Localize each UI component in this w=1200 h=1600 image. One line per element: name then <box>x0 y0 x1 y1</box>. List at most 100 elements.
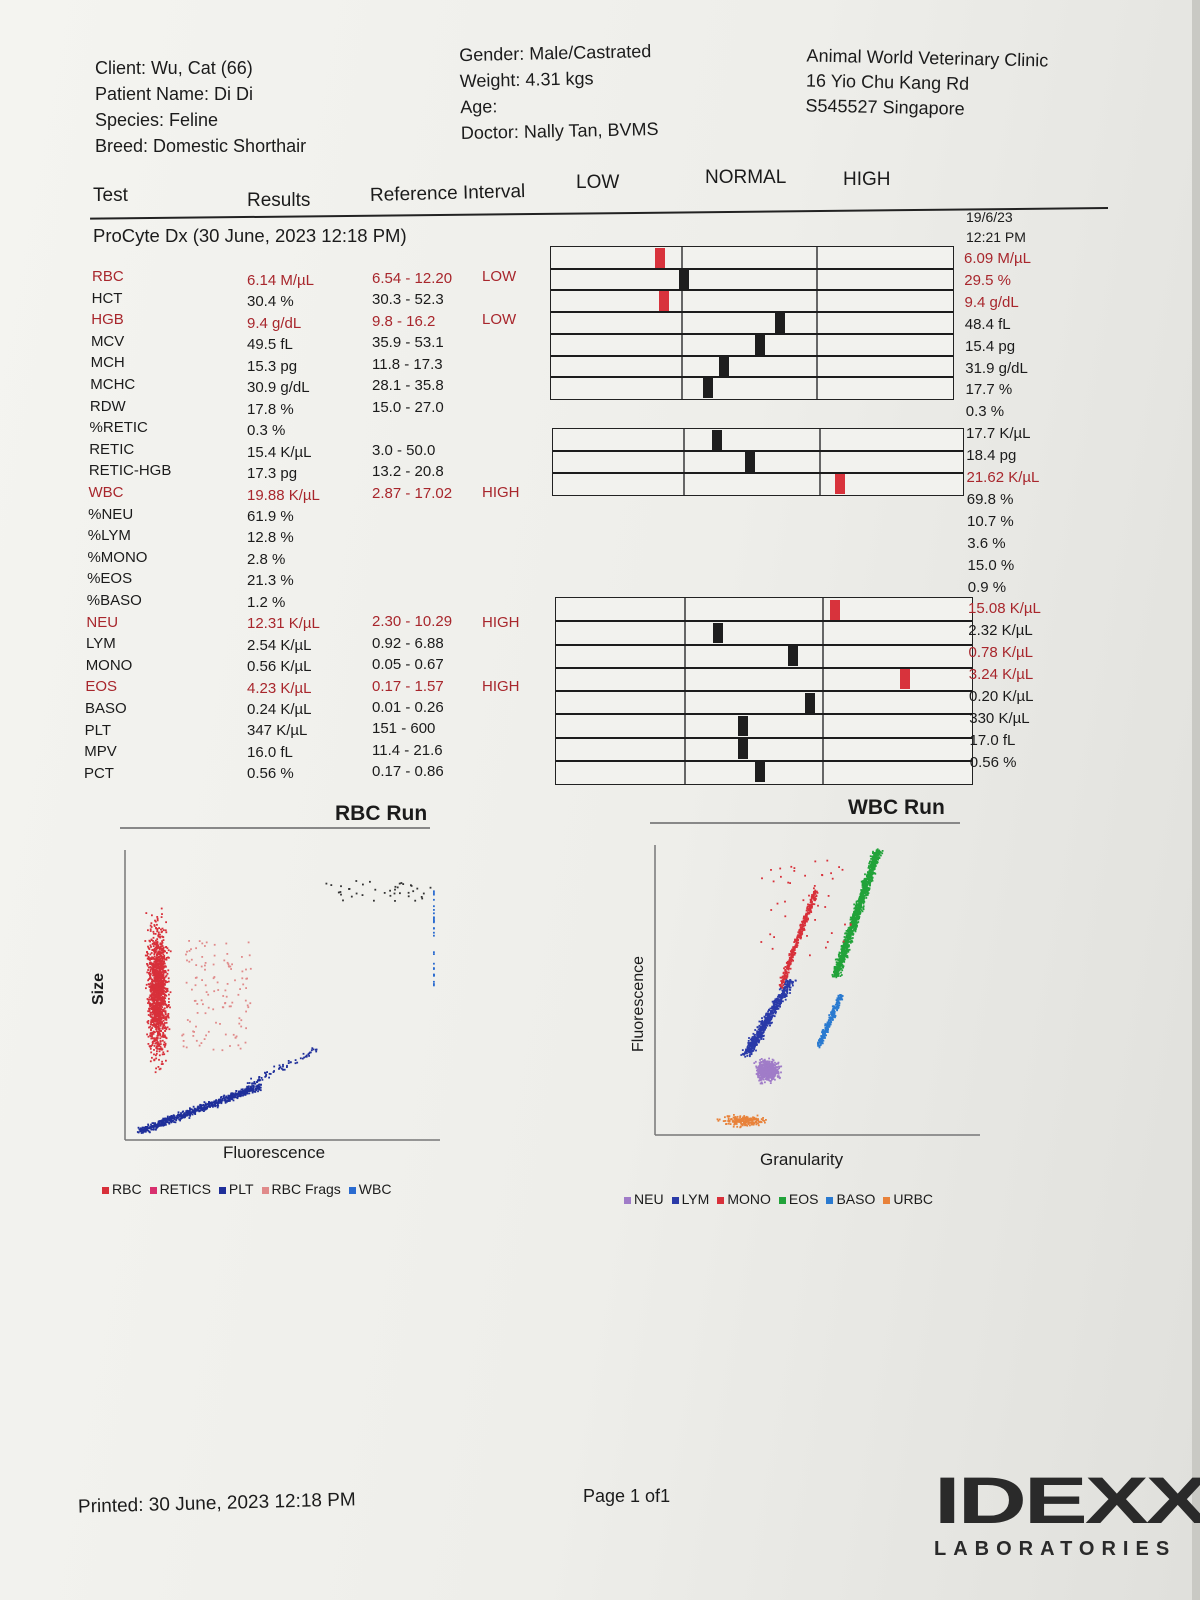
test-flag: LOW <box>482 311 517 329</box>
legend-swatch <box>671 1196 679 1204</box>
legend-item-rbc: RBC <box>102 1181 142 1197</box>
previous-result: 330 K/µL <box>969 709 1030 727</box>
gender-line: Gender: Male/Castrated <box>458 41 652 66</box>
idexx-logo-subtitle: LABORATORIES <box>934 1538 1177 1560</box>
test-row: MCV 49.5 fL 35.9 - 53.1 <box>0 333 1200 355</box>
test-result: 9.4 g/dL <box>247 314 302 332</box>
test-result: 0.24 K/µL <box>247 701 312 718</box>
test-row: %NEU 61.9 % <box>0 506 1200 528</box>
previous-result: 31.9 g/dL <box>965 359 1028 377</box>
test-name: RDW <box>89 397 126 415</box>
test-result: 0.56 K/µL <box>247 658 312 676</box>
wbc-run-scatter <box>654 845 980 1136</box>
range-marker-pct <box>754 762 765 783</box>
idexx-logo: IDEXX <box>934 1463 1200 1537</box>
clinic-city: S545527 Singapore <box>805 95 965 119</box>
test-row: MONO 0.56 K/µL 0.05 - 0.67 <box>0 656 1200 679</box>
plt-tail <box>246 1047 318 1087</box>
test-row: MPV 16.0 fL 11.4 - 21.6 <box>0 741 1200 765</box>
test-name: %RETIC <box>89 419 148 437</box>
test-name: MCHC <box>90 376 136 393</box>
test-row: MCH 15.3 pg 11.8 - 17.3 <box>0 354 1200 376</box>
legend-item-urbc: URBC <box>883 1191 933 1207</box>
test-flag: HIGH <box>482 678 520 696</box>
test-name: NEU <box>86 613 119 631</box>
bar-row-divider <box>556 620 972 623</box>
legend-label: RBC Frags <box>271 1181 341 1197</box>
test-row: %BASO 1.2 % <box>0 592 1200 614</box>
test-name: HCT <box>91 289 123 307</box>
mono-cloud <box>778 887 819 989</box>
test-result: 4.23 K/µL <box>247 679 312 697</box>
test-flag: HIGH <box>482 613 520 631</box>
legend-label: URBC <box>893 1191 934 1207</box>
test-row: %EOS 21.3 % <box>0 570 1200 592</box>
bar-row-divider <box>551 267 953 270</box>
range-marker-retic <box>712 430 722 450</box>
test-name: RBC <box>92 268 124 285</box>
doctor-line: Doctor: Nally Tan, BVMS <box>460 118 659 144</box>
test-name: LYM <box>86 635 116 653</box>
test-result: 16.0 fL <box>247 743 293 761</box>
prev-run-time: 12:21 PM <box>966 229 1026 245</box>
legend-swatch <box>102 1186 109 1194</box>
test-results-table: RBC 6.14 M/µL 6.54 - 12.20 LOW HCT 30.4 % 30.3… <box>0 268 1200 798</box>
test-row: %MONO 2.8 % <box>0 549 1200 571</box>
test-reference: 13.2 - 20.8 <box>372 463 444 481</box>
legend-item-eos: EOS <box>778 1191 818 1207</box>
test-row: HGB 9.4 g/dL 9.8 - 16.2 LOW <box>0 311 1200 333</box>
legend-swatch <box>218 1186 226 1194</box>
test-name: %EOS <box>87 570 133 588</box>
previous-result: 21.62 K/µL <box>966 469 1040 486</box>
previous-result: 17.7 K/µL <box>966 425 1031 443</box>
test-name: RETIC-HGB <box>88 462 172 480</box>
legend-label: MONO <box>727 1191 771 1207</box>
test-row: EOS 4.23 K/µL 0.17 - 1.57 HIGH <box>0 678 1200 700</box>
col-test: Test <box>93 185 128 206</box>
rbc-run-title: RBC Run <box>335 802 428 825</box>
range-bars-retic-wbc <box>552 428 964 496</box>
previous-result: 17.0 fL <box>969 731 1016 749</box>
range-marker-mch <box>755 334 766 355</box>
rbc-run-legend: RBC RETICS PLT RBC Frags WBC <box>102 1181 399 1197</box>
test-row: RETIC 15.4 K/µL 3.0 - 50.0 <box>0 441 1200 463</box>
clinic-info: Animal World Veterinary Clinic 16 Yio Ch… <box>805 43 1048 123</box>
range-marker-rdw <box>702 378 713 399</box>
test-result: 61.9 % <box>247 507 294 525</box>
test-row: LYM 2.54 K/µL 0.92 - 6.88 <box>0 635 1200 657</box>
rbc-frags-cloud <box>181 940 252 1052</box>
wbc-run-title: WBC Run <box>848 796 945 819</box>
test-reference: 2.87 - 17.02 <box>372 484 453 502</box>
test-reference: 11.4 - 21.6 <box>372 741 443 759</box>
test-row: %LYM 12.8 % <box>0 527 1200 549</box>
range-bars-rbc <box>550 246 954 400</box>
scatter-outliers <box>325 880 432 902</box>
bar-row-divider <box>556 713 972 716</box>
test-reference: 0.17 - 0.86 <box>372 763 444 781</box>
range-marker-mono <box>788 646 799 667</box>
test-result: 49.5 fL <box>247 336 293 354</box>
test-row: RETIC-HGB 17.3 pg 13.2 - 20.8 <box>0 462 1200 484</box>
bar-row-divider <box>556 736 972 739</box>
range-marker-lym <box>713 622 724 643</box>
previous-result: 6.09 M/µL <box>964 250 1032 267</box>
range-marker-plt <box>738 715 749 736</box>
legend-item-plt: PLT <box>218 1181 254 1197</box>
test-name: HGB <box>91 311 124 329</box>
legend-item-mono: MONO <box>717 1191 771 1207</box>
test-reference: 9.8 - 16.2 <box>372 312 436 330</box>
patient-info: Client: Wu, Cat (66) Patient Name: Di Di… <box>95 55 306 159</box>
breed-line: Breed: Domestic Shorthair <box>95 136 307 156</box>
test-reference: 11.8 - 17.3 <box>372 355 443 373</box>
legend-item-retics: RETICS <box>149 1181 211 1197</box>
bar-row-divider <box>556 759 972 762</box>
legend-item-rbc-frags: RBC Frags <box>261 1181 341 1197</box>
bar-row-divider <box>556 643 972 646</box>
test-name: MPV <box>84 743 117 761</box>
test-result: 12.31 K/µL <box>247 615 320 633</box>
page-number: Page 1 of1 <box>583 1486 671 1506</box>
test-reference: 6.54 - 12.20 <box>372 270 453 287</box>
bar-row-divider <box>556 666 972 669</box>
wbc-column <box>433 890 435 987</box>
test-result: 2.54 K/µL <box>247 636 312 654</box>
